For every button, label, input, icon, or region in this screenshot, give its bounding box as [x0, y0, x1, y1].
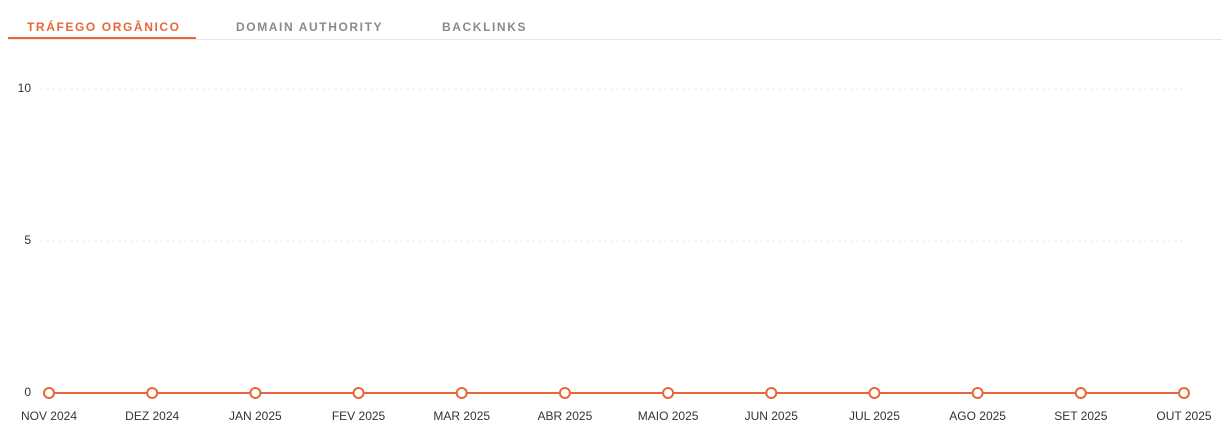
point	[1074, 387, 1087, 399]
point	[868, 387, 881, 399]
x-tick-label: SET 2025	[1054, 409, 1107, 423]
y-tick-label: 0	[24, 385, 31, 399]
point	[455, 387, 468, 399]
x-tick-label: DEZ 2024	[125, 409, 179, 423]
x-tick-label: ABR 2025	[538, 409, 593, 423]
x-tick-label: NOV 2024	[21, 409, 77, 423]
x-tick-label: MAIO 2025	[638, 409, 699, 423]
point	[558, 387, 571, 399]
x-tick-label: OUT 2025	[1156, 409, 1211, 423]
point	[1178, 387, 1190, 399]
tab[interactable]: DOMAIN AUTHORITY	[236, 20, 384, 34]
tab[interactable]: BACKLINKS	[442, 20, 528, 34]
tab[interactable]: TRÁFEGO ORGÂNICO	[27, 20, 181, 34]
point	[765, 387, 778, 399]
x-tick-label: JUL 2025	[849, 409, 900, 423]
x-tick-label: FEV 2025	[332, 409, 386, 423]
point	[146, 387, 159, 399]
x-tick-label: AGO 2025	[949, 409, 1006, 423]
point	[43, 387, 55, 399]
active-tab-indicator	[8, 37, 196, 39]
x-tick-label: JAN 2025	[229, 409, 282, 423]
x-tick-label: JUN 2025	[745, 409, 799, 423]
point	[352, 387, 365, 399]
y-tick-label: 10	[18, 81, 32, 95]
y-tick-label: 5	[24, 233, 31, 247]
x-tick-label: MAR 2025	[433, 409, 490, 423]
point	[662, 387, 675, 399]
point	[971, 387, 984, 399]
point	[249, 387, 262, 399]
tab-bar: TRÁFEGO ORGÂNICO DOMAIN AUTHORITY BACKLI…	[8, 0, 1222, 40]
